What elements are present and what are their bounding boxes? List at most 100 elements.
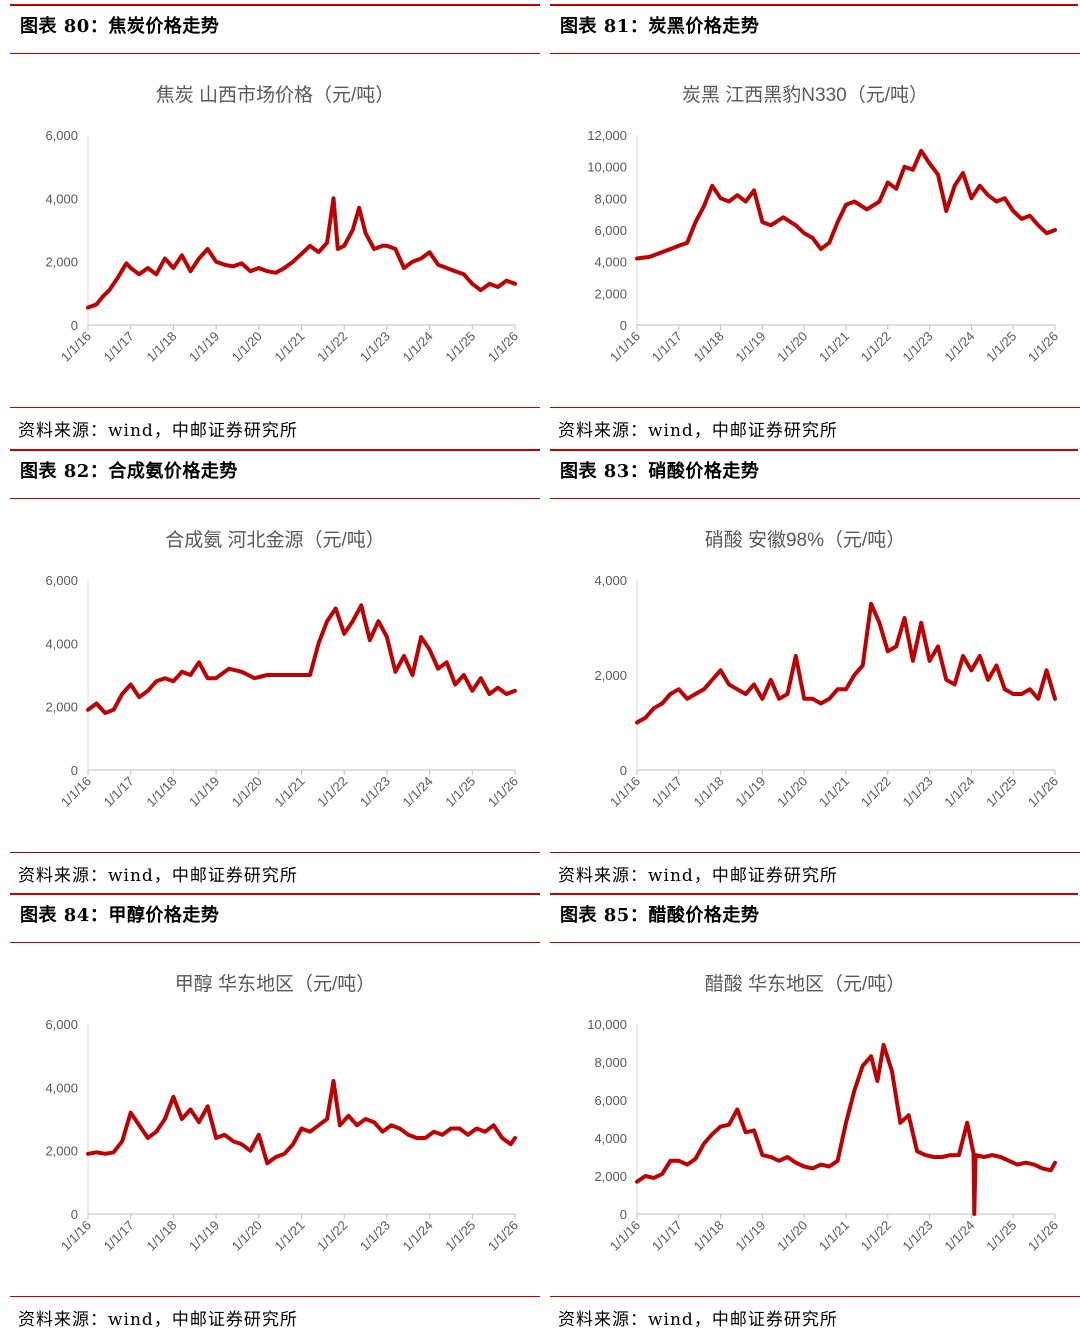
y-tick-label: 2,000: [594, 668, 627, 683]
x-tick-label: 1/1/19: [186, 1218, 222, 1254]
x-tick-label: 1/1/26: [485, 329, 521, 365]
y-tick-label: 2,000: [594, 1169, 627, 1184]
chart-title: 甲醇 华东地区（元/吨）: [175, 973, 376, 995]
top-rule: [10, 449, 540, 451]
series-line: [635, 1042, 1057, 1216]
figure-title: 图表 80：焦炭价格走势: [20, 16, 220, 37]
x-tick-label: 1/1/20: [229, 1218, 265, 1254]
x-tick-label: 1/1/20: [774, 774, 810, 810]
x-tick-label: 1/1/23: [900, 329, 936, 365]
y-tick-label: 2,000: [45, 1144, 78, 1159]
x-tick-label: 1/1/26: [485, 774, 521, 810]
x-tick-label: 1/1/24: [941, 774, 977, 810]
top-rule: [550, 893, 1078, 895]
figure-title: 图表 83：硝酸价格走势: [560, 461, 760, 482]
x-tick-label: 1/1/18: [691, 329, 727, 365]
x-tick-label: 1/1/23: [357, 329, 393, 365]
chart-fig85: 醋酸 华东地区（元/吨） 0 2,000 4,000 6,000 8,000 10,000 1…: [587, 973, 1061, 1254]
x-tick-label: 1/1/26: [1025, 1218, 1061, 1254]
x-tick-label: 1/1/23: [900, 774, 936, 810]
top-rule: [10, 4, 540, 6]
x-tick-label: 1/1/22: [858, 329, 894, 365]
x-tick-label: 1/1/24: [400, 1218, 436, 1254]
source-note: 资料来源：wind，中邮证券研究所: [558, 421, 838, 441]
y-tick-label: 4,000: [594, 573, 627, 588]
x-tick-label: 1/1/21: [271, 329, 307, 365]
x-tick-label: 1/1/16: [607, 1218, 643, 1254]
x-tick-label: 1/1/20: [229, 329, 265, 365]
x-tick-label: 1/1/18: [143, 329, 179, 365]
x-tick-label: 1/1/21: [271, 774, 307, 810]
y-tick-label: 2,000: [45, 255, 78, 270]
source-note: 资料来源：wind，中邮证券研究所: [558, 866, 838, 886]
top-rule: [550, 4, 1078, 6]
y-tick-label: 10,000: [587, 1017, 627, 1032]
x-tick-label: 1/1/19: [732, 774, 768, 810]
figure-title: 图表 84：甲醇价格走势: [20, 905, 220, 926]
series-line: [86, 196, 517, 310]
x-tick-label: 1/1/23: [357, 1218, 393, 1254]
source-note: 资料来源：wind，中邮证券研究所: [18, 1310, 298, 1330]
title-rule: [10, 53, 540, 54]
x-tick-label: 1/1/26: [485, 1218, 521, 1254]
y-tick-label: 6,000: [594, 1093, 627, 1108]
bottom-rule: [10, 407, 540, 408]
x-tick-label: 1/1/21: [271, 1218, 307, 1254]
x-tick-label: 1/1/24: [941, 329, 977, 365]
x-tick-label: 1/1/21: [816, 774, 852, 810]
top-rule: [10, 893, 540, 895]
source-note: 资料来源：wind，中邮证券研究所: [18, 421, 298, 441]
y-tick-label: 4,000: [45, 1080, 78, 1095]
x-tick-label: 1/1/19: [732, 1218, 768, 1254]
panel-fig84: 图表 84：甲醇价格走势 甲醇 华东地区（元/吨） 0 2,000 4,000 6,00…: [0, 889, 540, 1334]
x-tick-label: 1/1/25: [983, 774, 1019, 810]
panel-fig85: 图表 85：醋酸价格走势 醋酸 华东地区（元/吨） 0 2,000 4,000 6,00…: [540, 889, 1080, 1334]
y-tick-label: 6,000: [45, 573, 78, 588]
chart-title: 焦炭 山西市场价格（元/吨）: [156, 84, 395, 106]
x-tick-label: 1/1/21: [816, 1218, 852, 1254]
series-line: [86, 603, 517, 715]
x-tick-label: 1/1/20: [229, 774, 265, 810]
figure-title: 图表 81：炭黑价格走势: [560, 16, 760, 37]
x-tick-label: 1/1/19: [186, 329, 222, 365]
y-tick-label: 2,000: [594, 286, 627, 301]
x-tick-label: 1/1/24: [400, 774, 436, 810]
x-tick-label: 1/1/20: [774, 329, 810, 365]
x-tick-label: 1/1/23: [900, 1218, 936, 1254]
bottom-rule: [10, 852, 540, 853]
x-tick-label: 1/1/18: [691, 774, 727, 810]
title-rule: [550, 498, 1080, 499]
y-tick-label: 0: [620, 763, 627, 778]
x-tick-label: 1/1/25: [442, 1218, 478, 1254]
title-rule: [10, 498, 540, 499]
y-tick-label: 6,000: [45, 128, 78, 143]
series-line: [86, 1079, 517, 1166]
panel-fig83: 图表 83：硝酸价格走势 硝酸 安徽98%（元/吨） 0 2,000 4,000 1/1…: [540, 445, 1080, 890]
x-tick-label: 1/1/22: [314, 774, 350, 810]
x-tick-label: 1/1/17: [101, 774, 137, 810]
y-tick-label: 0: [71, 1207, 78, 1222]
chart-fig81: 炭黑 江西黑豹N330（元/吨） 0 2,000 4,000 6,000 8,000 10,…: [587, 84, 1061, 365]
x-tick-label: 1/1/18: [691, 1218, 727, 1254]
y-tick-label: 0: [620, 318, 627, 333]
x-tick-label: 1/1/25: [983, 1218, 1019, 1254]
y-tick-label: 0: [71, 318, 78, 333]
x-tick-label: 1/1/16: [58, 329, 94, 365]
x-tick-label: 1/1/19: [732, 329, 768, 365]
x-tick-label: 1/1/16: [58, 774, 94, 810]
y-tick-label: 4,000: [45, 191, 78, 206]
y-tick-label: 0: [71, 763, 78, 778]
x-tick-label: 1/1/21: [816, 329, 852, 365]
x-tick-label: 1/1/18: [143, 774, 179, 810]
x-tick-label: 1/1/16: [607, 329, 643, 365]
x-tick-label: 1/1/18: [143, 1218, 179, 1254]
x-tick-label: 1/1/24: [941, 1218, 977, 1254]
chart-title: 醋酸 华东地区（元/吨）: [705, 973, 906, 995]
x-tick-label: 1/1/26: [1025, 329, 1061, 365]
x-tick-label: 1/1/25: [442, 774, 478, 810]
y-tick-label: 2,000: [45, 700, 78, 715]
chart-fig84: 甲醇 华东地区（元/吨） 0 2,000 4,000 6,000 1/1/16 1/1/17…: [45, 973, 521, 1254]
y-tick-label: 4,000: [45, 636, 78, 651]
y-tick-label: 8,000: [594, 1055, 627, 1070]
